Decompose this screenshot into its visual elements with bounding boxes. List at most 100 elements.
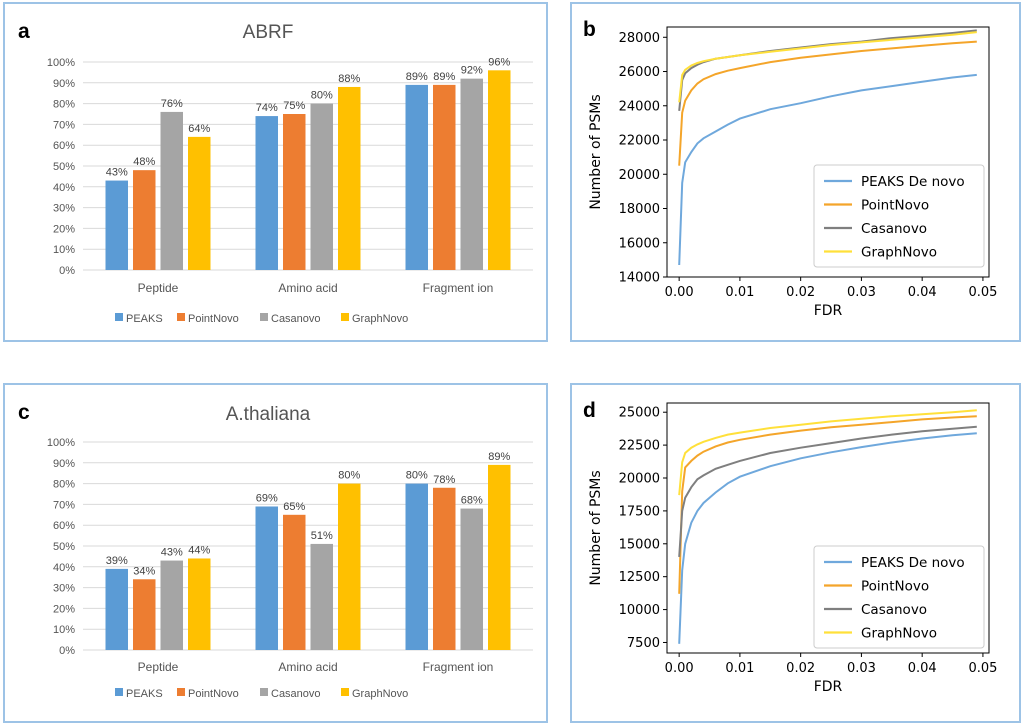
data-label: 65% — [283, 501, 305, 513]
panel-label: b — [583, 18, 596, 41]
x-tick-label: 0.02 — [786, 285, 815, 300]
x-tick-label: 0.05 — [968, 285, 997, 300]
bar — [105, 568, 128, 650]
y-tick-label: 20000 — [619, 168, 660, 183]
bar — [338, 86, 361, 271]
data-label: 74% — [256, 102, 278, 114]
y-tick-label: 20000 — [619, 472, 660, 487]
bar — [460, 78, 483, 270]
y-tick-label: 90% — [53, 458, 75, 470]
x-tick-label: 0.04 — [908, 661, 937, 676]
bar — [133, 579, 156, 650]
y-tick-label: 20% — [53, 223, 75, 235]
category-label: Fragment ion — [423, 660, 494, 674]
y-tick-label: 10% — [53, 624, 75, 636]
legend-label: PEAKS De novo — [861, 555, 965, 571]
series-line — [678, 432, 977, 644]
bar — [433, 487, 456, 650]
plot-frame — [666, 402, 990, 654]
data-label: 89% — [406, 71, 428, 83]
legend-label: PointNovo — [188, 313, 239, 325]
bar — [188, 136, 211, 270]
y-tick-label: 60% — [53, 140, 75, 152]
bar — [188, 558, 211, 650]
y-tick-label: 18000 — [619, 202, 660, 217]
y-axis-label: Number of PSMs — [588, 470, 604, 585]
y-tick-label: 80% — [53, 479, 75, 491]
y-tick-label: 70% — [53, 499, 75, 511]
y-tick-label: 40% — [53, 182, 75, 194]
series-line — [678, 73, 977, 266]
y-tick-label: 80% — [53, 99, 75, 111]
x-tick-label: 0.01 — [725, 285, 754, 300]
panel-label: c — [18, 401, 30, 424]
legend-swatch — [260, 688, 268, 696]
x-tick-label: 0.03 — [847, 285, 876, 300]
y-tick-label: 50% — [53, 161, 75, 173]
data-label: 51% — [311, 530, 333, 542]
bar — [488, 464, 511, 650]
bar — [255, 506, 278, 650]
y-tick-label: 25000 — [619, 406, 660, 421]
legend-label: GraphNovo — [352, 688, 408, 700]
data-label: 80% — [338, 470, 360, 482]
y-tick-label: 60% — [53, 520, 75, 532]
bar — [310, 543, 333, 650]
legend-label: PointNovo — [188, 688, 239, 700]
series-line — [678, 31, 977, 103]
x-tick-label: 0.05 — [968, 661, 997, 676]
data-label: 76% — [161, 98, 183, 110]
legend-swatch — [341, 688, 349, 696]
bar — [283, 114, 306, 270]
y-tick-label: 0% — [59, 265, 75, 277]
bar — [160, 111, 183, 270]
bar — [310, 103, 333, 270]
y-tick-label: 30% — [53, 203, 75, 215]
legend-swatch — [260, 313, 268, 321]
category-label: Peptide — [138, 281, 179, 295]
bar — [405, 84, 428, 270]
y-tick-label: 24000 — [619, 99, 660, 114]
legend-label: PEAKS De novo — [861, 174, 965, 190]
y-tick-label: 70% — [53, 119, 75, 131]
x-tick-label: 0.02 — [786, 661, 815, 676]
y-axis-label: Number of PSMs — [588, 94, 604, 209]
bar — [460, 508, 483, 650]
legend-box — [813, 545, 985, 649]
chart-title: A.thaliana — [226, 404, 311, 425]
bar — [283, 514, 306, 650]
legend-label: PEAKS — [126, 688, 163, 700]
data-label: 39% — [106, 555, 128, 567]
data-label: 48% — [133, 156, 155, 168]
legend-label: Casanovo — [271, 688, 321, 700]
data-label: 64% — [188, 123, 210, 135]
y-tick-label: 40% — [53, 562, 75, 574]
y-tick-label: 14000 — [619, 271, 660, 286]
data-label: 44% — [188, 544, 210, 556]
bar — [433, 84, 456, 270]
category-label: Fragment ion — [423, 281, 494, 295]
y-tick-label: 16000 — [619, 236, 660, 251]
legend-swatch — [177, 688, 185, 696]
y-tick-label: 12500 — [619, 570, 660, 585]
legend-label: GraphNovo — [352, 313, 408, 325]
legend-label: PointNovo — [861, 579, 929, 595]
legend-label: Casanovo — [861, 221, 927, 237]
data-label: 80% — [311, 90, 333, 102]
x-tick-label: 0.01 — [725, 661, 754, 676]
panel-label: d — [583, 399, 596, 422]
y-tick-label: 100% — [47, 437, 75, 449]
y-tick-label: 20% — [53, 603, 75, 615]
data-label: 80% — [406, 470, 428, 482]
series-line — [678, 415, 977, 594]
series-line — [678, 425, 977, 557]
legend-swatch — [115, 688, 123, 696]
legend-label: GraphNovo — [861, 626, 937, 642]
x-tick-label: 0.00 — [665, 661, 694, 676]
x-tick-label: 0.04 — [908, 285, 937, 300]
y-tick-label: 22500 — [619, 439, 660, 454]
bar — [338, 483, 361, 650]
bar — [255, 116, 278, 270]
x-tick-label: 0.00 — [665, 285, 694, 300]
